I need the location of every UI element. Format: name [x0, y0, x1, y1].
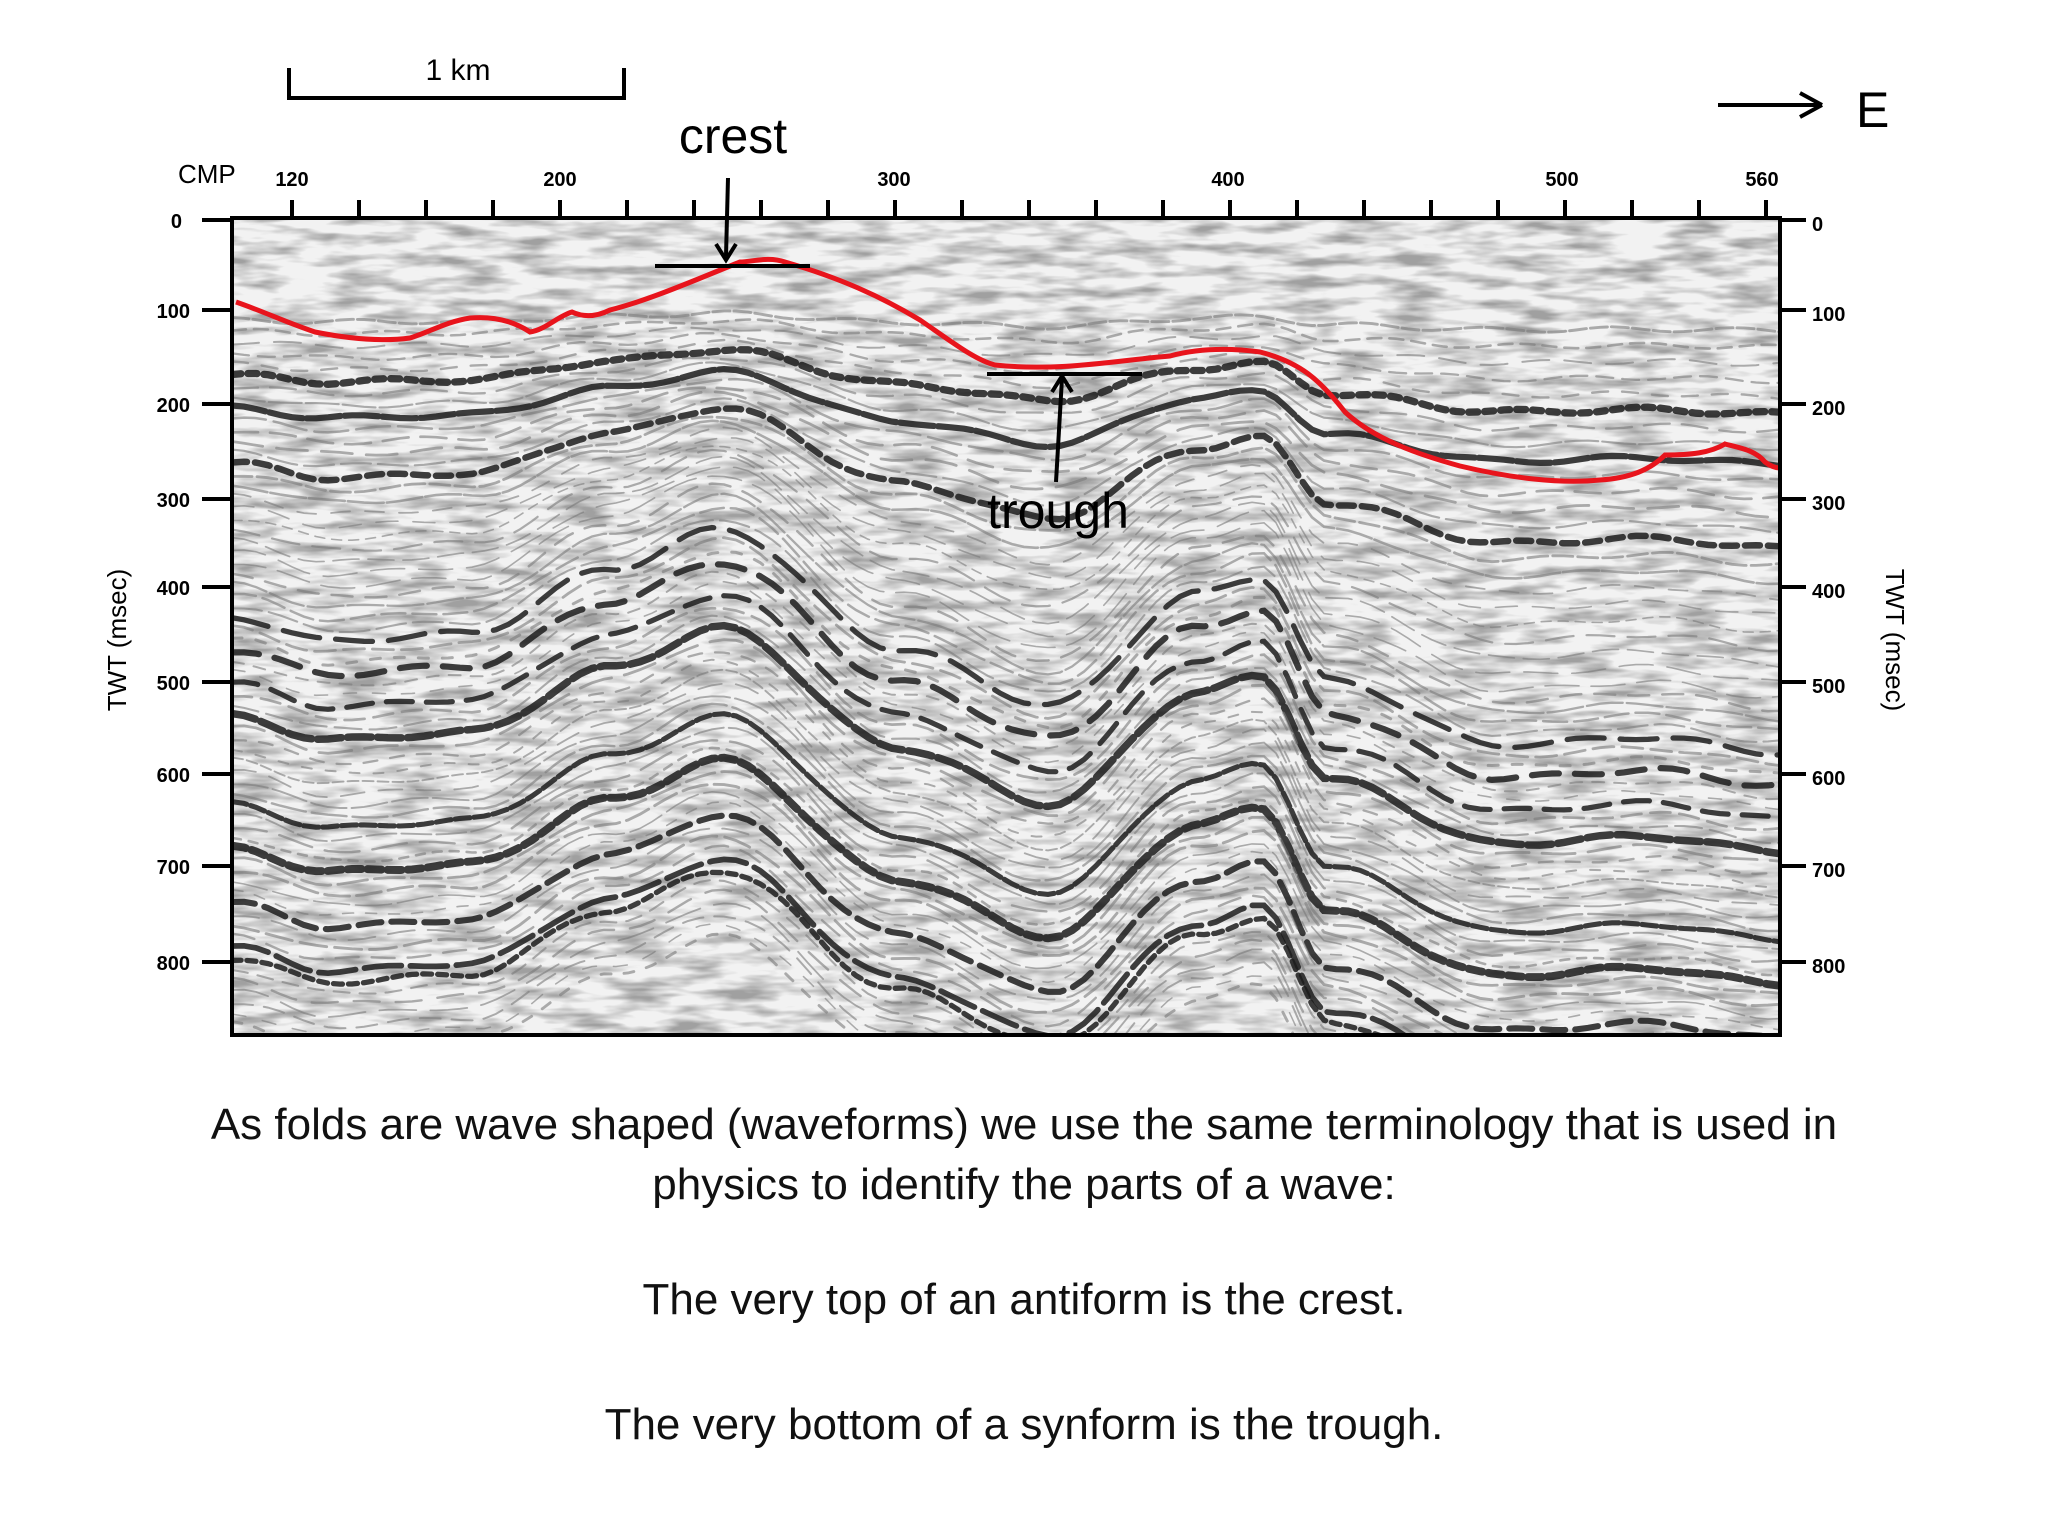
- twt-tick-label: 200: [1812, 398, 1845, 420]
- twt-tick-label: 600: [157, 765, 190, 787]
- cmp-tick-label: 300: [877, 169, 910, 191]
- twt-tick-label: 0: [1812, 214, 1823, 236]
- twt-tick-label: 100: [157, 301, 190, 323]
- twt-axis-left: 0 100 200 300 400 500 600 700 800 TWT (m…: [102, 211, 232, 975]
- cmp-tick-label: 500: [1545, 169, 1578, 191]
- crest-caption: The very top of an antiform is the crest…: [642, 1275, 1406, 1324]
- arrow-up-icon: [1050, 372, 1074, 394]
- twt-tick-label: 500: [1812, 676, 1845, 698]
- intro-caption-line-1: As folds are wave shaped (waveforms) we …: [210, 1100, 1838, 1149]
- scale-bar: 1 km: [287, 54, 626, 100]
- twt-tick-label: 800: [157, 953, 190, 975]
- cmp-axis: CMP 120 200 300 400 500 560: [178, 159, 1779, 218]
- crest-annotation: crest: [655, 108, 810, 268]
- seafloor-horizon: [235, 256, 1780, 484]
- twt-axis-right: 0 100 200 300 400 500 600 700 800 TWT (m…: [1780, 214, 1910, 978]
- twt-axis-label-right: TWT (msec): [1880, 569, 1910, 712]
- seismic-fold-diagram: 1 km E CMP 120 200 300 400 500 560 0 100…: [102, 54, 1910, 1037]
- twt-tick-label: 400: [157, 578, 190, 600]
- cmp-tick-marks: [290, 200, 1768, 218]
- arrow-right-icon: [1799, 91, 1823, 119]
- intro-caption-line-2: physics to identify the parts of a wave:: [652, 1160, 1396, 1209]
- twt-axis-label-left: TWT (msec): [102, 569, 132, 712]
- cmp-tick-label: 200: [543, 169, 576, 191]
- twt-tick-label: 300: [157, 490, 190, 512]
- direction-label: E: [1856, 82, 1889, 138]
- scale-bar-label: 1 km: [425, 54, 490, 87]
- intro-caption: As folds are wave shaped (waveforms) we …: [0, 1095, 2048, 1215]
- twt-tick-label: 0: [171, 211, 182, 233]
- cmp-tick-label: 560: [1745, 169, 1778, 191]
- twt-tick-label: 800: [1812, 956, 1845, 978]
- cmp-tick-label: 120: [275, 169, 308, 191]
- direction-indicator: E: [1718, 82, 1889, 138]
- seismic-panel-frame: [230, 216, 1782, 1037]
- trough-annotation: trough: [987, 372, 1142, 539]
- twt-tick-label: 200: [157, 395, 190, 417]
- cmp-tick-label: 400: [1211, 169, 1244, 191]
- trough-caption: The very bottom of a synform is the trou…: [604, 1400, 1444, 1449]
- trough-label: trough: [987, 483, 1129, 539]
- arrow-down-icon: [714, 242, 738, 264]
- twt-tick-label: 700: [157, 857, 190, 879]
- twt-tick-label: 300: [1812, 493, 1845, 515]
- crest-label: crest: [679, 108, 787, 164]
- twt-tick-label: 400: [1812, 581, 1845, 603]
- cmp-axis-label: CMP: [178, 159, 236, 189]
- twt-tick-label: 500: [157, 673, 190, 695]
- twt-tick-label: 100: [1812, 304, 1845, 326]
- twt-tick-label: 600: [1812, 768, 1845, 790]
- seismic-reflectors: [232, 309, 1780, 1035]
- seismic-section: [232, 218, 1780, 1035]
- twt-tick-label: 700: [1812, 860, 1845, 882]
